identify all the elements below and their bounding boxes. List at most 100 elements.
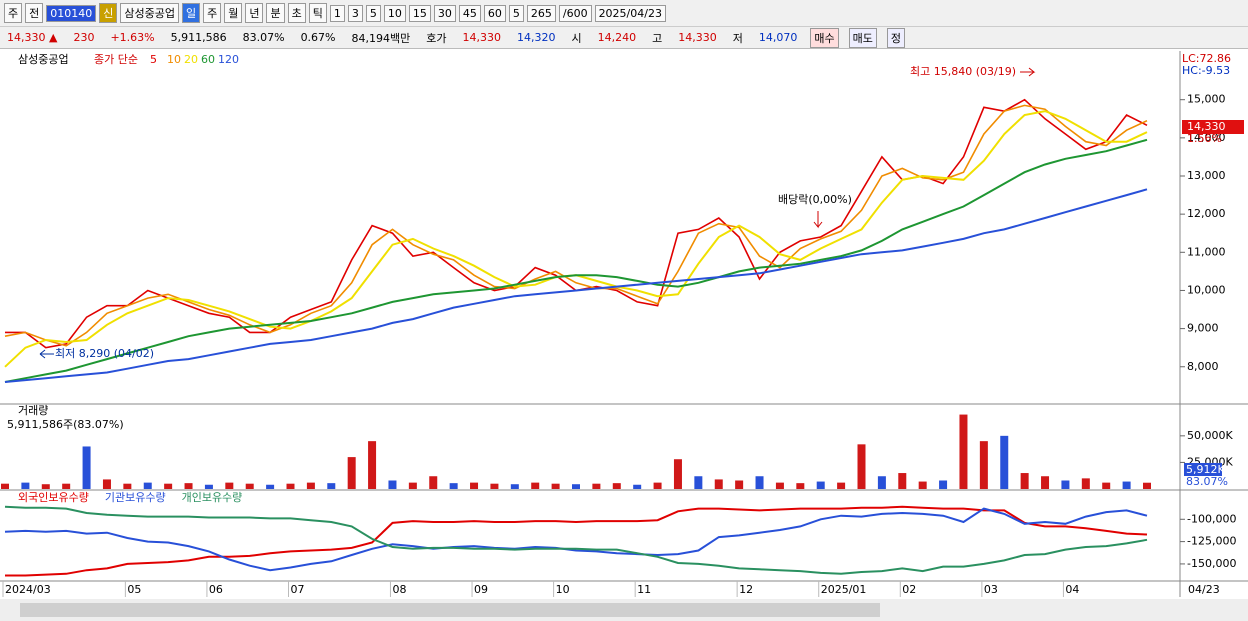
info-item: 14,330 ▲: [7, 31, 58, 44]
panel-title: 거래량: [18, 404, 48, 417]
info-item: 83.07%: [242, 31, 285, 44]
info-item: 5,911,586: [170, 31, 227, 44]
toolbar-button[interactable]: 월: [224, 3, 243, 23]
volume-bar: [449, 483, 458, 489]
y-tick-label: 12,000: [1187, 207, 1226, 220]
volume-bar: [429, 476, 438, 489]
toolbar-button[interactable]: 45: [458, 4, 481, 22]
chart-title: 삼성중공업: [18, 53, 69, 66]
volume-bar: [857, 444, 866, 489]
x-tick-label: 03: [984, 583, 998, 596]
volume-bar: [143, 482, 152, 489]
toolbar-button[interactable]: 주: [4, 3, 23, 23]
legend-entry: 개인보유수량: [182, 491, 243, 504]
info-item: 호가: [426, 31, 447, 45]
legend-entry: 60: [201, 53, 215, 66]
info-item: 84,194백만: [351, 31, 411, 45]
info-item: 고: [652, 31, 663, 45]
x-tick-label: 06: [209, 583, 223, 596]
annotation: 최저 8,290 (04/02): [55, 347, 154, 360]
x-tick-label: 05: [127, 583, 141, 596]
volume-bar: [796, 483, 805, 489]
volume-bar: [123, 483, 132, 489]
volume-bar: [470, 482, 479, 489]
x-tick-label: 2024/03: [5, 583, 51, 596]
info-item[interactable]: 매수: [810, 27, 839, 48]
toolbar-button[interactable]: 5: [508, 4, 524, 22]
arrow: [1020, 67, 1036, 77]
toolbar-button[interactable]: 신: [99, 3, 118, 23]
info-bar: 14,330 ▲ 230 +1.63% 5,911,586 83.07% 0.67% 84,…: [0, 27, 1248, 49]
arrow: [813, 211, 823, 229]
volume-bar: [1000, 435, 1009, 489]
y-tick-label: 11,000: [1187, 245, 1226, 258]
toolbar-button[interactable]: 삼성중공업: [120, 3, 179, 23]
info-item: +1.63%: [110, 31, 155, 44]
last-price: 14,330: [1187, 120, 1226, 133]
volume-bar: [1122, 481, 1131, 489]
x-tick-label: 11: [637, 583, 651, 596]
y-tick-label: -100,000: [1187, 512, 1236, 525]
volume-bar: [592, 483, 601, 489]
legend-entry: 120: [218, 53, 239, 66]
toolbar-button[interactable]: 60: [483, 4, 506, 22]
scroll-thumb[interactable]: [20, 603, 880, 617]
volume-bar: [102, 479, 111, 489]
toolbar-button[interactable]: 년: [245, 3, 264, 23]
toolbar-button[interactable]: 일: [181, 3, 201, 23]
volume-bar: [1041, 476, 1050, 489]
x-tick-label: 10: [556, 583, 570, 596]
volume-bar: [306, 482, 315, 489]
volume-bar: [388, 480, 397, 489]
volume-bar: [979, 441, 988, 489]
toolbar-button[interactable]: 분: [266, 3, 285, 23]
volume-bar: [837, 482, 846, 489]
x-tick-label: 07: [291, 583, 305, 596]
volume-bar: [204, 484, 213, 489]
volume-bar: [551, 483, 560, 489]
toolbar-button[interactable]: 10: [383, 4, 406, 22]
toolbar-button[interactable]: 틱: [308, 3, 327, 23]
volume-bar: [735, 480, 744, 489]
last-price-box: [1182, 120, 1244, 134]
toolbar-button[interactable]: 2025/04/23: [594, 4, 666, 22]
toolbar-button[interactable]: 15: [408, 4, 431, 22]
volume-bar: [877, 476, 886, 489]
series-line: [4, 505, 1148, 575]
toolbar-button[interactable]: 초: [287, 3, 306, 23]
toolbar-button[interactable]: 전: [25, 3, 44, 23]
legend-entry: 외국인보유수량: [18, 491, 89, 504]
annotation: LC:72.86: [1182, 52, 1231, 65]
annotation: 최고 15,840 (03/19): [910, 65, 1016, 78]
toolbar-button[interactable]: /600: [558, 4, 592, 22]
legend-entry: 5: [150, 53, 157, 66]
toolbar-button[interactable]: 주: [203, 3, 222, 23]
legend-entry: 20: [184, 53, 198, 66]
toolbar-button[interactable]: 1: [329, 4, 345, 22]
volume-bar: [918, 481, 927, 489]
info-item[interactable]: 매도: [848, 27, 877, 48]
volume-bar: [164, 483, 173, 489]
panel-subtitle: 5,911,586주(83.07%): [7, 418, 124, 431]
volume-bar: [612, 483, 621, 489]
x-tick-label: 09: [474, 583, 488, 596]
annotation: HC:-9.53: [1182, 64, 1230, 77]
volume-bar: [755, 476, 764, 489]
last-change: 1.56%: [1187, 132, 1222, 145]
toolbar-button[interactable]: 265: [526, 4, 556, 22]
toolbar-button[interactable]: 5: [365, 4, 381, 22]
y-tick-label: 50,000K: [1187, 429, 1233, 442]
volume-bar: [572, 484, 580, 489]
toolbar-button[interactable]: 30: [433, 4, 456, 22]
y-tick-label: 8,000: [1187, 360, 1219, 373]
toolbar-button[interactable]: 3: [347, 4, 363, 22]
legend-entry: 기관보유수량: [105, 491, 166, 504]
series-line: [4, 138, 1148, 383]
chart: 8,000 9,000 10,000 11,000 12,000 13,000 14,000…: [0, 49, 1248, 621]
volume-bar: [653, 482, 662, 489]
series-line: [4, 104, 1148, 347]
toolbar-button[interactable]: 010140: [46, 4, 97, 22]
info-item: 저: [732, 31, 743, 45]
info-item[interactable]: 정: [886, 27, 905, 48]
